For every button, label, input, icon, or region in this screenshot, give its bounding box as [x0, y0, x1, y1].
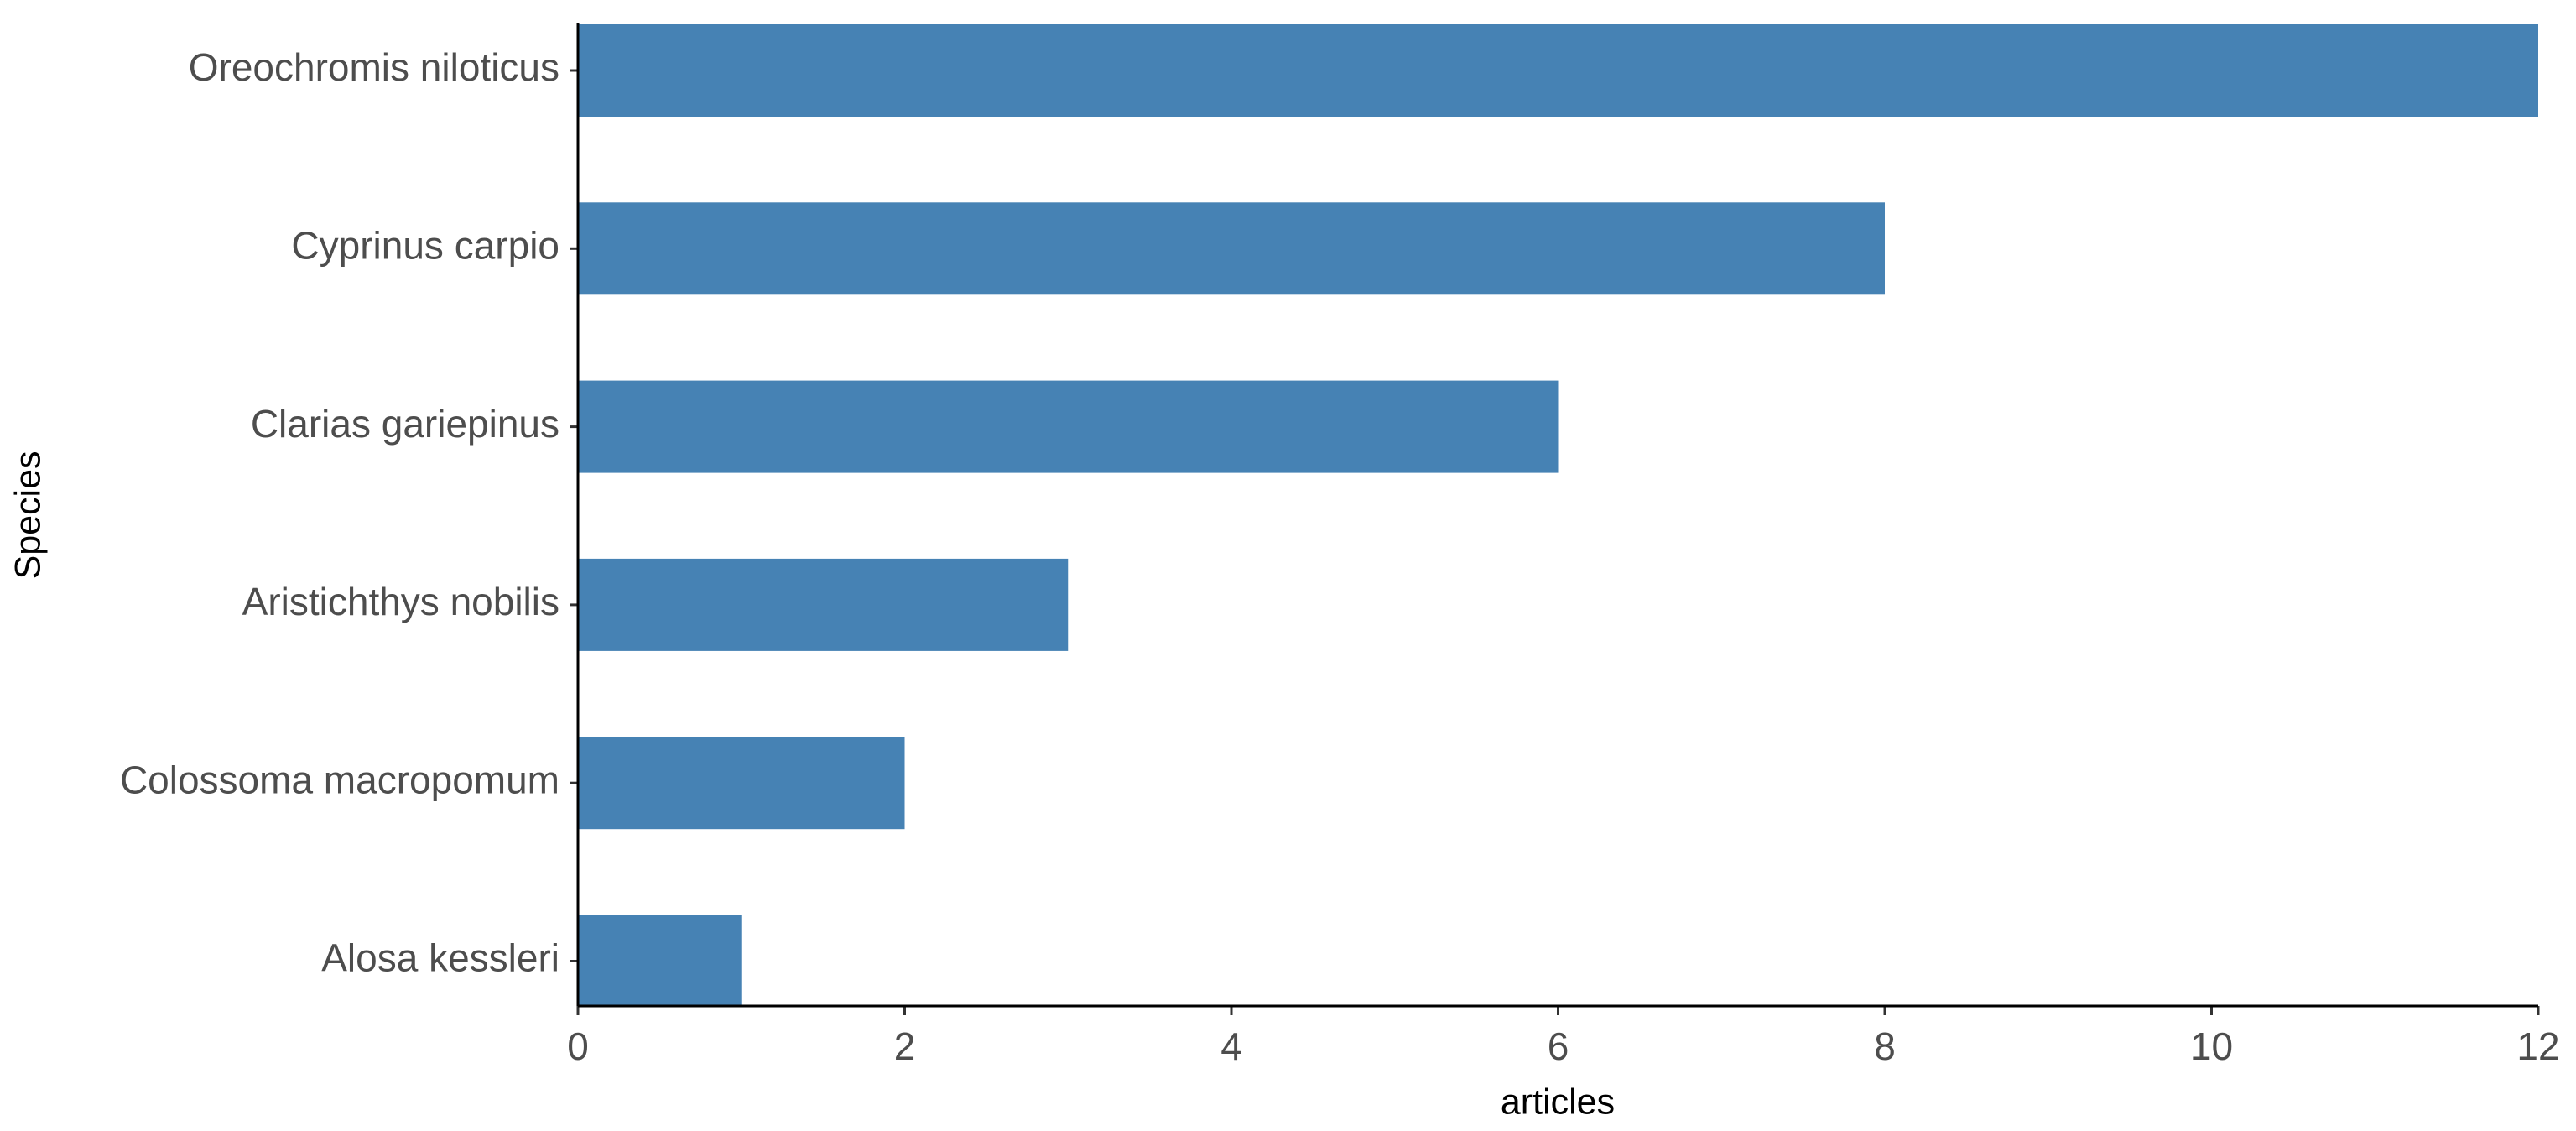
bar [578, 202, 1885, 295]
y-tick-label: Alosa kessleri [321, 936, 559, 980]
x-tick-label: 2 [894, 1024, 916, 1068]
x-axis-title: articles [1501, 1081, 1615, 1122]
bar [578, 24, 2538, 117]
bar [578, 915, 742, 1008]
bar [578, 737, 905, 830]
x-tick-label: 8 [1874, 1024, 1896, 1068]
y-tick-label: Colossoma macropomum [120, 758, 559, 801]
y-tick-label: Oreochromis niloticus [189, 45, 559, 89]
y-tick-label: Aristichthys nobilis [242, 580, 559, 623]
bar [578, 558, 1069, 651]
y-axis-title: Species [8, 451, 48, 580]
x-tick-label: 12 [2516, 1024, 2559, 1068]
y-tick-label: Clarias gariepinus [251, 402, 559, 446]
x-tick-label: 6 [1548, 1024, 1569, 1068]
x-tick-label: 10 [2190, 1024, 2233, 1068]
x-tick-label: 0 [567, 1024, 589, 1068]
x-tick-label: 4 [1220, 1024, 1242, 1068]
y-tick-label: Cyprinus carpio [291, 223, 559, 267]
bar [578, 380, 1559, 473]
